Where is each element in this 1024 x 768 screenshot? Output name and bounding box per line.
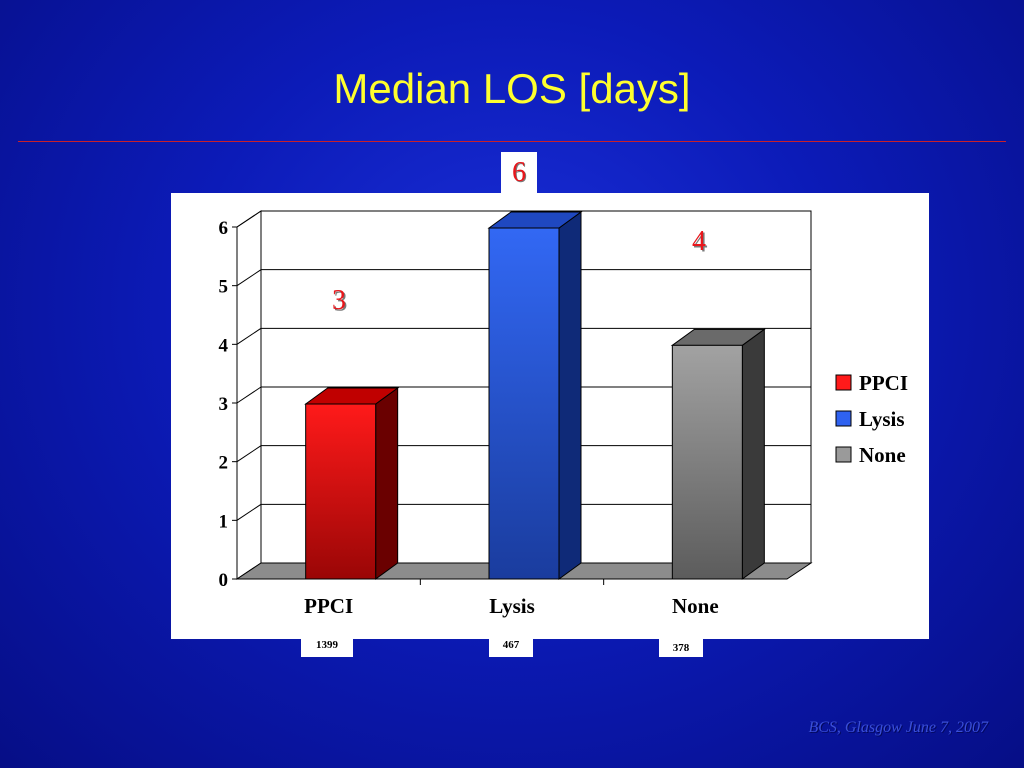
bar-side-ppci <box>375 387 399 580</box>
y-tick-label: 1 <box>219 511 229 532</box>
value-label-shadow-ppci: 3 <box>334 287 348 318</box>
legend-swatch-ppci <box>835 374 852 391</box>
y-gridline-side <box>236 445 262 463</box>
sample-size-ppci: 1399 <box>301 637 353 657</box>
y-tick-label: 4 <box>219 335 229 356</box>
y-tick-label: 5 <box>219 277 229 298</box>
y-gridline-side <box>236 269 262 287</box>
legend-label-none: None <box>859 443 906 467</box>
legend-label-ppci: PPCI <box>859 371 908 395</box>
legend-swatch-none <box>835 446 852 463</box>
legend-label-lysis: Lysis <box>859 407 905 431</box>
slide-title: Median LOS [days] <box>333 65 691 112</box>
value-label-shadow-none: 4 <box>694 228 708 259</box>
bar-ppci <box>305 403 377 580</box>
value-label-none: 4 <box>692 226 706 257</box>
footer-text: BCS, Glasgow June 7, 2007 <box>808 719 988 736</box>
y-tick-label: 0 <box>219 570 229 591</box>
y-gridline-side <box>236 327 262 345</box>
y-gridline-side <box>236 503 262 521</box>
x-tick-label-none: None <box>672 594 719 618</box>
legend-swatch-lysis <box>835 410 852 427</box>
value-label-lysis: 6 <box>501 152 537 194</box>
x-tick-label-ppci: PPCI <box>304 594 353 618</box>
chart-panel: 0 1 2 3 4 5 6 PPCI Lysis None 3 3 4 4 PPCI Lysis None <box>171 193 929 639</box>
y-tick-label: 3 <box>219 394 229 415</box>
x-tick-label-lysis: Lysis <box>489 594 535 618</box>
bar-none <box>671 344 743 580</box>
y-gridline-side <box>236 210 262 228</box>
bar-side-lysis <box>558 211 582 580</box>
sample-size-none: 378 <box>659 637 703 657</box>
y-tick-label: 2 <box>219 453 229 474</box>
sample-size-lysis: 467 <box>489 637 533 657</box>
bar-side-none <box>741 328 765 580</box>
title-divider <box>18 141 1006 142</box>
y-gridline-side <box>236 386 262 404</box>
bar-lysis <box>488 227 560 580</box>
value-label-ppci: 3 <box>332 285 346 316</box>
y-tick-label: 6 <box>219 218 229 239</box>
